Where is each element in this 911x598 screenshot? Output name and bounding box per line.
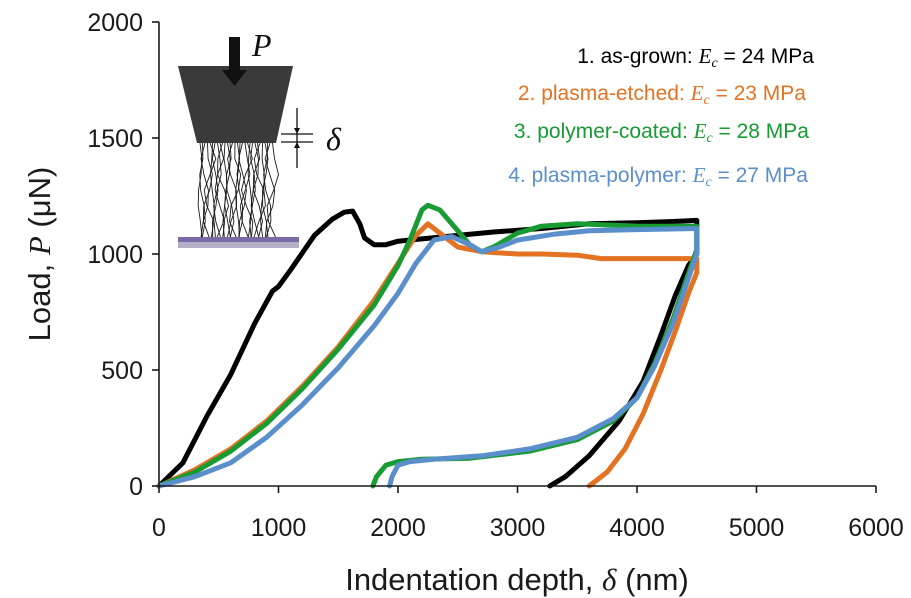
y-tick-label-1: 500 [101,357,143,385]
legend-entry-4: 4. plasma-polymer: Ec = 27 MPa [508,163,808,190]
x-tick-label-5: 5000 [729,514,785,542]
y-axis-title: Load, P (μN) [22,167,57,342]
nanotube-fiber [210,142,215,238]
nanotube-fiber [263,142,272,238]
x-tick-label-3: 3000 [490,514,546,542]
nanotube-fiber [224,142,231,238]
y-tick-label-4: 2000 [87,9,143,37]
nanotube-fiber [199,142,206,238]
legend-entry-3: 3. polymer-coated: Ec = 28 MPa [514,119,809,146]
ticks-layer: 0 1000 2000 3000 4000 5000 6000 0 500 1000 1500 200… [87,9,903,542]
substrate-top [178,237,299,242]
legend-entry-2: 2. plasma-etched: Ec = 23 MPa [518,81,806,108]
nanotube-fiber [264,142,276,238]
y-tick-label-3: 1500 [87,125,143,153]
load-arrow-shaft [229,37,240,73]
nanotube-fiber [241,142,254,238]
y-tick-label-2: 1000 [87,241,143,269]
depth-arrow-up [294,142,300,148]
nanotube-fiber [197,142,203,238]
nanotube-fiber [238,142,247,238]
inset-schematic: P δ [178,27,342,248]
y-tick-label-0: 0 [129,473,143,501]
x-tick-label-2: 2000 [370,514,426,542]
x-tick-label-4: 4000 [609,514,665,542]
x-tick-label-1: 1000 [251,514,307,542]
nanotube-fiber [262,142,269,238]
nanotube-fiber [211,142,219,238]
x-axis-title: Indentation depth, δ (nm) [345,562,689,597]
nanotube-fiber [252,142,263,238]
inset-load-label: P [251,27,272,63]
nanotube-fiber [239,142,251,238]
nanotube-fiber [216,142,229,238]
nanotube-fiber [266,142,279,238]
x-tick-label-0: 0 [152,514,166,542]
nanotube-fibers [197,142,279,238]
depth-arrow-down [294,128,300,134]
nanotube-fiber [249,142,256,238]
legend-entry-1: 1. as-grown: Ec = 24 MPa [577,44,814,71]
nanotube-fiber [260,142,265,238]
nanotube-fiber [247,142,253,238]
legend: 1. as-grown: Ec = 24 MPa 2. plasma-etche… [508,44,814,190]
nanotube-fiber [202,142,213,238]
substrate-bottom [178,242,299,248]
indenter-block [178,66,293,143]
x-tick-label-6: 6000 [848,514,904,542]
nanotube-fiber [229,142,242,238]
series-layer [156,202,700,489]
nanotube-fiber [213,142,222,238]
nanotube-fiber [227,142,238,238]
inset-depth-label: δ [326,121,342,157]
nanotube-fiber [226,142,235,238]
load-arrow-head [222,70,247,86]
series-line-4 [156,226,700,489]
